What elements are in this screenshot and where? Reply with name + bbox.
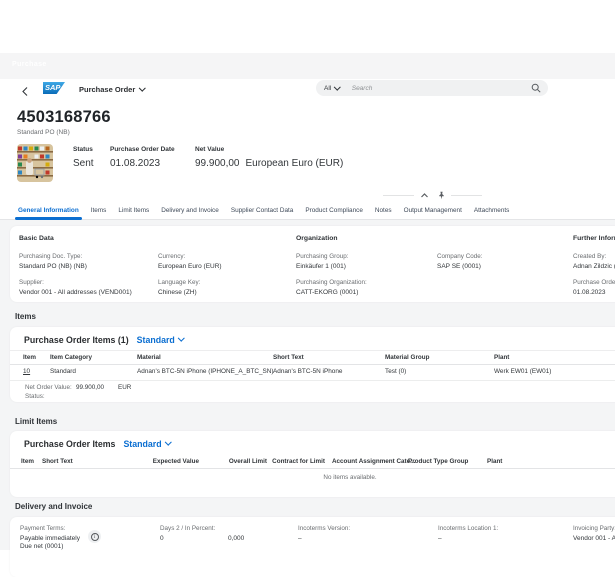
divider [10,350,615,351]
product-photo [17,144,53,182]
fact-po-date: Purchase Order Date 01.08.2023 [110,146,175,169]
basic-data-card: Basic Data Purchasing Doc. Type: Standar… [10,226,615,302]
net-order-value-label: Net Order Value: [25,384,72,391]
no-items-message: No items available. [323,474,377,481]
fact-status: Status Sent [73,146,94,169]
tab-delivery-and-invoice[interactable]: Delivery and Invoice [161,207,219,214]
item-number-link[interactable]: 10 [23,368,31,375]
tab-general-information[interactable]: General Information [15,207,82,220]
collapse-header-button[interactable] [417,189,431,202]
section-title-delivery-invoice: Delivery and Invoice [15,502,93,511]
field-days2-percent: 0,000 [228,534,245,542]
search-scope-label: All [324,84,332,92]
net-value-label: Net Value [195,146,225,153]
col-short-text: Short Text [273,354,304,361]
tab-supplier-contact-data[interactable]: Supplier Contact Data [230,207,294,214]
section-title-limit-items: Limit Items [15,417,58,426]
col-expected-value: Expected Value [152,458,199,465]
app-title-label: Purchase Order [79,84,136,94]
search-scope-select[interactable]: All [324,83,341,92]
items-card: Purchase Order Items (1) Standard Item I… [10,327,615,402]
field-payment-terms: Payment Terms: Payable immediately Due n… [20,525,80,550]
search-input[interactable]: Search [351,84,373,92]
ghost-breadcrumb-text: Purchase [12,61,47,68]
app-title-menu[interactable]: Purchase Order [79,79,146,99]
group-title-basic-data: Basic Data [19,235,54,242]
divider [451,195,482,196]
tab-output-management[interactable]: Output Management [403,207,462,214]
items-view-selector[interactable]: Standard [137,334,185,345]
limit-items-card: Purchase Order Items Standard Item Short… [10,431,615,497]
page-subtitle: Standard PO (NB) [17,129,70,136]
field-purchasing-group: Purchasing Group: Einkäufer 1 (001) [296,253,349,270]
field-supplier: Supplier: Vendor 001 - All addresses (VE… [19,279,132,296]
back-icon[interactable] [21,84,31,96]
page-content: Basic Data Purchasing Doc. Type: Standar… [0,220,615,577]
tab-items[interactable]: Items [90,207,107,214]
col-material: Material [137,354,161,361]
chevron-down-icon [164,438,172,446]
col-overall-limit: Overall Limit [228,458,267,465]
items-table-title: Purchase Order Items (1) [24,334,129,345]
limit-view-selector[interactable]: Standard [123,438,172,449]
header-anchor-controls [0,189,615,202]
field-incoterms-location: Incoterms Location 1: – [438,525,499,542]
net-order-value-currency: EUR [118,384,132,391]
chevron-down-icon [177,334,185,342]
po-date-value: 01.08.2023 [110,158,161,169]
field-purchasing-doc-type: Purchasing Doc. Type: Standard PO (NB) (… [19,253,87,270]
items-table-header: Item Item Category Material Short Text M… [10,351,615,365]
po-date-label: Purchase Order Date [110,146,175,153]
shell-header: SAP Purchase Order All Search [0,79,615,101]
col-item: Item [23,354,36,361]
group-title-organization: Organization [296,235,338,242]
col-account-assignment: Account Assignment Cate... [332,458,416,465]
field-created-by: Created By: Adnan Zildzic (Zl [573,253,615,270]
tab-limit-items[interactable]: Limit Items [118,207,150,214]
col-short-text: Short Text [42,458,73,465]
search-bar[interactable]: All Search [316,80,548,96]
col-item-category: Item Category [50,354,92,361]
col-product-type-group: Product Type Group [408,458,469,465]
field-currency: Currency: European Euro (EUR) [158,253,222,270]
section-title-items: Items [15,312,36,321]
field-days2: Days 2 / In Percent: 0 [160,525,216,542]
delivery-invoice-card: Payment Terms: Payable immediately Due n… [10,517,615,577]
chevron-down-icon [334,83,341,90]
field-incoterms-version: Incoterms Version: – [298,525,351,542]
col-plant: Plant [487,458,503,465]
tab-notes[interactable]: Notes [374,207,392,214]
tab-attachments[interactable]: Attachments [473,207,510,214]
page-title: 4503168766 [17,108,111,126]
col-plant: Plant [494,354,510,361]
field-purchasing-organization: Purchasing Organization: CATT-EKORG (000… [296,279,367,296]
field-invoicing-party: Invoicing Party: Vendor 001 - All addres… [573,525,615,542]
tab-product-compliance[interactable]: Product Compliance [305,207,363,214]
field-purchase-order-date: Purchase Order Date: 01.08.2023 [573,279,615,296]
pin-header-button[interactable] [434,189,448,202]
items-status-label: Status: [25,393,45,400]
col-item: Item [21,458,34,465]
col-material-group: Material Group [385,354,430,361]
search-icon[interactable] [531,83,541,93]
status-value: Sent [73,158,94,169]
anchor-tab-bar: General Information Items Limit Items De… [0,202,615,220]
col-contract-for-limit: Contract for Limit [272,458,325,465]
limit-table-title: Purchase Order Items [24,438,116,449]
status-label: Status [73,146,93,153]
faded-top-bar: Purchase [0,53,615,79]
group-title-further-information: Further Information [573,235,615,242]
chevron-down-icon [139,84,146,91]
limit-table-header: Item Short Text Expected Value Overall L… [10,455,615,469]
net-value-currency: European Euro (EUR) [245,158,344,169]
net-value-amount: 99.900,00 [195,158,240,169]
net-order-value-amount: 99.900,00 [76,384,105,391]
fact-net-value: Net Value 99.900,00 European Euro (EUR) [195,146,343,169]
field-company-code: Company Code: SAP SE (0001) [437,253,483,270]
table-row[interactable]: 10 Standard Adnan's BTC-5N iPhone (IPHON… [10,364,615,381]
divider [383,195,414,196]
info-icon[interactable]: i [88,530,101,543]
sap-logo[interactable]: SAP [43,82,65,94]
field-language-key: Language Key: Chinese (ZH) [158,279,201,296]
